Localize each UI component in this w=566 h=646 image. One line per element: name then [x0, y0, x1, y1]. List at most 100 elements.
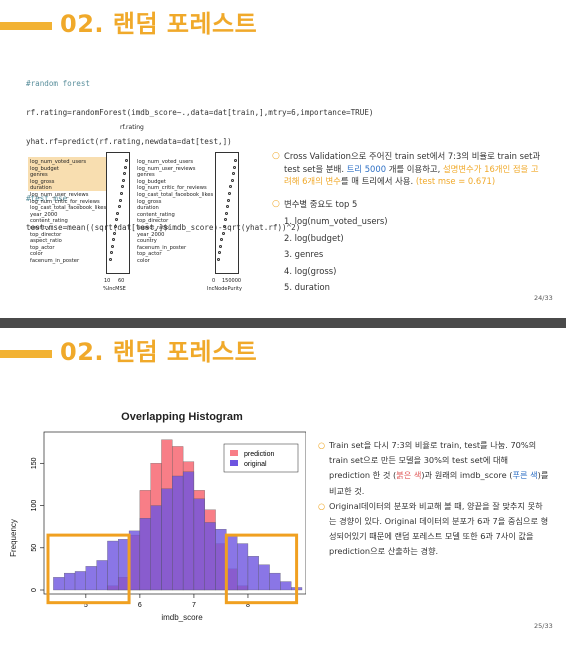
histogram-bar	[247, 556, 259, 591]
variable-label: log_gross	[30, 178, 55, 185]
histogram-bar	[236, 543, 249, 591]
chart-legend: prediction original	[223, 443, 299, 473]
variable-label: content_rating	[30, 218, 68, 225]
variable-label: duration	[30, 185, 52, 192]
code-comment: #test mse	[26, 194, 68, 204]
bullet-marker-icon: ○	[272, 198, 280, 209]
code-block: #random forest rf.rating=randomForest(im…	[26, 60, 373, 252]
axis-tick: 60	[118, 278, 125, 284]
x-tick-label: 5	[84, 602, 88, 609]
importance-dot	[125, 159, 128, 162]
slide-title: 02. 랜덤 포레스트	[60, 338, 258, 366]
title-accent-bar	[0, 22, 52, 30]
variable-label: log_num_critic_for_reviews	[30, 198, 100, 205]
histogram-bar	[204, 522, 216, 591]
legend-swatch	[230, 450, 238, 456]
importance-dot	[228, 192, 232, 195]
y-tick-label: 50	[31, 544, 38, 552]
importance-dot	[230, 178, 234, 182]
bullet-marker-icon: ○	[318, 440, 326, 450]
variable-label: top_director	[137, 218, 169, 225]
overlapping-histogram: Overlapping Histogram Frequency imdb_sco…	[9, 411, 306, 622]
histogram-bar	[258, 564, 270, 591]
bullet-text: 변수별 중요도 top 5	[284, 198, 358, 209]
x-tick-label: 6	[138, 602, 142, 609]
slide-25: 02. 랜덤 포레스트 Overlapping Histogram Freque…	[0, 328, 566, 646]
histogram-bar	[53, 577, 65, 591]
bullet-item: ○ Train set을 다시 7:3의 비율로 train, test를 나눔…	[318, 438, 550, 499]
variable-label: log_num_user_reviews	[30, 191, 89, 198]
y-tick-label: 100	[31, 500, 38, 512]
variable-label: facenum_in_poster	[137, 244, 187, 251]
bullet-text: Train set을 다시 7:3의 비율로 train, test를 나눔. …	[329, 440, 549, 496]
importance-dot	[223, 218, 227, 222]
variable-label: color	[30, 251, 43, 258]
histogram-bar	[193, 498, 205, 591]
importance-dot	[231, 172, 235, 176]
importance-dot	[114, 225, 118, 228]
legend-box	[223, 443, 299, 473]
bullet-text: Original데이터의 분포와 비교해 볼 때, 양끝을 잘 맞추지 못하는 …	[329, 500, 549, 557]
top5-item: 2. log(budget)	[284, 232, 344, 243]
variable-label: log_num_voted_users	[137, 159, 194, 165]
slide1-bullets: ○ Cross Validation으로 주어진 train set에서 7:3…	[272, 150, 544, 296]
importance-dot	[118, 198, 122, 202]
importance-dot	[229, 185, 233, 189]
bullet-item: ○ Original데이터의 분포와 비교해 볼 때, 양끝을 잘 맞추지 못하…	[318, 499, 550, 560]
bullet-marker-icon: ○	[318, 500, 326, 511]
y-tick-label: 0	[31, 588, 38, 592]
histogram-bar	[215, 529, 227, 591]
top5-item: 5. duration	[284, 282, 330, 292]
variable-label: aspect_ratio	[137, 224, 169, 231]
left-variable-list: log_num_voted_users log_budget genres log_g…	[30, 159, 106, 265]
y-axis-label: Frequency	[9, 519, 18, 557]
importance-dot	[109, 258, 112, 261]
axis-label: %IncMSE	[103, 286, 126, 292]
variable-label: aspect_ratio	[30, 238, 62, 245]
histogram-bar	[226, 534, 238, 591]
axis-tick: 10	[104, 278, 111, 284]
importance-dot	[119, 192, 123, 195]
importance-dot	[217, 258, 220, 261]
highlight-boxes	[46, 533, 299, 605]
variable-label: facenum_in_poster	[30, 257, 80, 264]
importance-dot	[115, 218, 119, 222]
slide-24: 02. 랜덤 포레스트 #random forest rf.rating=ran…	[0, 0, 566, 318]
x-axis-label: imdb_score	[161, 613, 203, 622]
histogram-bar	[85, 566, 97, 591]
axis-tick: 150000	[222, 278, 242, 284]
top-variables-highlight	[28, 157, 106, 191]
right-variable-list: log_num_voted_users log_num_user_reviews g…	[137, 159, 213, 265]
variable-label: log_num_voted_users	[30, 159, 87, 165]
histogram-bar	[64, 572, 76, 591]
histogram-bar	[280, 581, 292, 591]
histogram-bar	[161, 488, 173, 591]
histogram-bar	[74, 571, 86, 591]
page-number: 25/33	[534, 622, 553, 630]
code-line: yhat.rf=predict(rf.rating,newdata=dat[te…	[26, 136, 232, 146]
variable-label: year_2000	[137, 231, 165, 238]
variable-label: country	[30, 224, 50, 231]
code-line: test.mse=mean((sqrt(dat[test,]$imdb_scor…	[26, 223, 301, 233]
top5-item: 1. log(num_voted_users)	[284, 216, 388, 226]
bullet-item: ○ Cross Validation으로 주어진 train set에서 7:3…	[272, 150, 544, 188]
code-comment: #random forest	[26, 79, 91, 89]
variable-label: top_director	[30, 231, 62, 238]
variable-label: log_num_critic_for_reviews	[137, 185, 207, 192]
importance-dot	[221, 231, 225, 235]
slide-separator	[0, 318, 566, 328]
variable-label: color	[137, 257, 150, 264]
bars-group	[53, 439, 303, 591]
highlight-box	[46, 533, 131, 605]
importance-dot	[120, 185, 124, 189]
importance-dot	[222, 225, 226, 228]
code-line: rf.rating=randomForest(imdb_score~.,data…	[26, 107, 374, 117]
variable-label: genres	[30, 172, 48, 179]
title-accent-bar	[0, 350, 52, 358]
variable-label: genres	[137, 172, 155, 179]
top5-item: 4. log(gross)	[284, 265, 337, 276]
importance-dot	[234, 159, 237, 162]
incmse-dotplot	[106, 152, 130, 274]
top5-item: 3. genres	[284, 249, 324, 259]
variable-label: log_num_user_reviews	[137, 165, 196, 172]
